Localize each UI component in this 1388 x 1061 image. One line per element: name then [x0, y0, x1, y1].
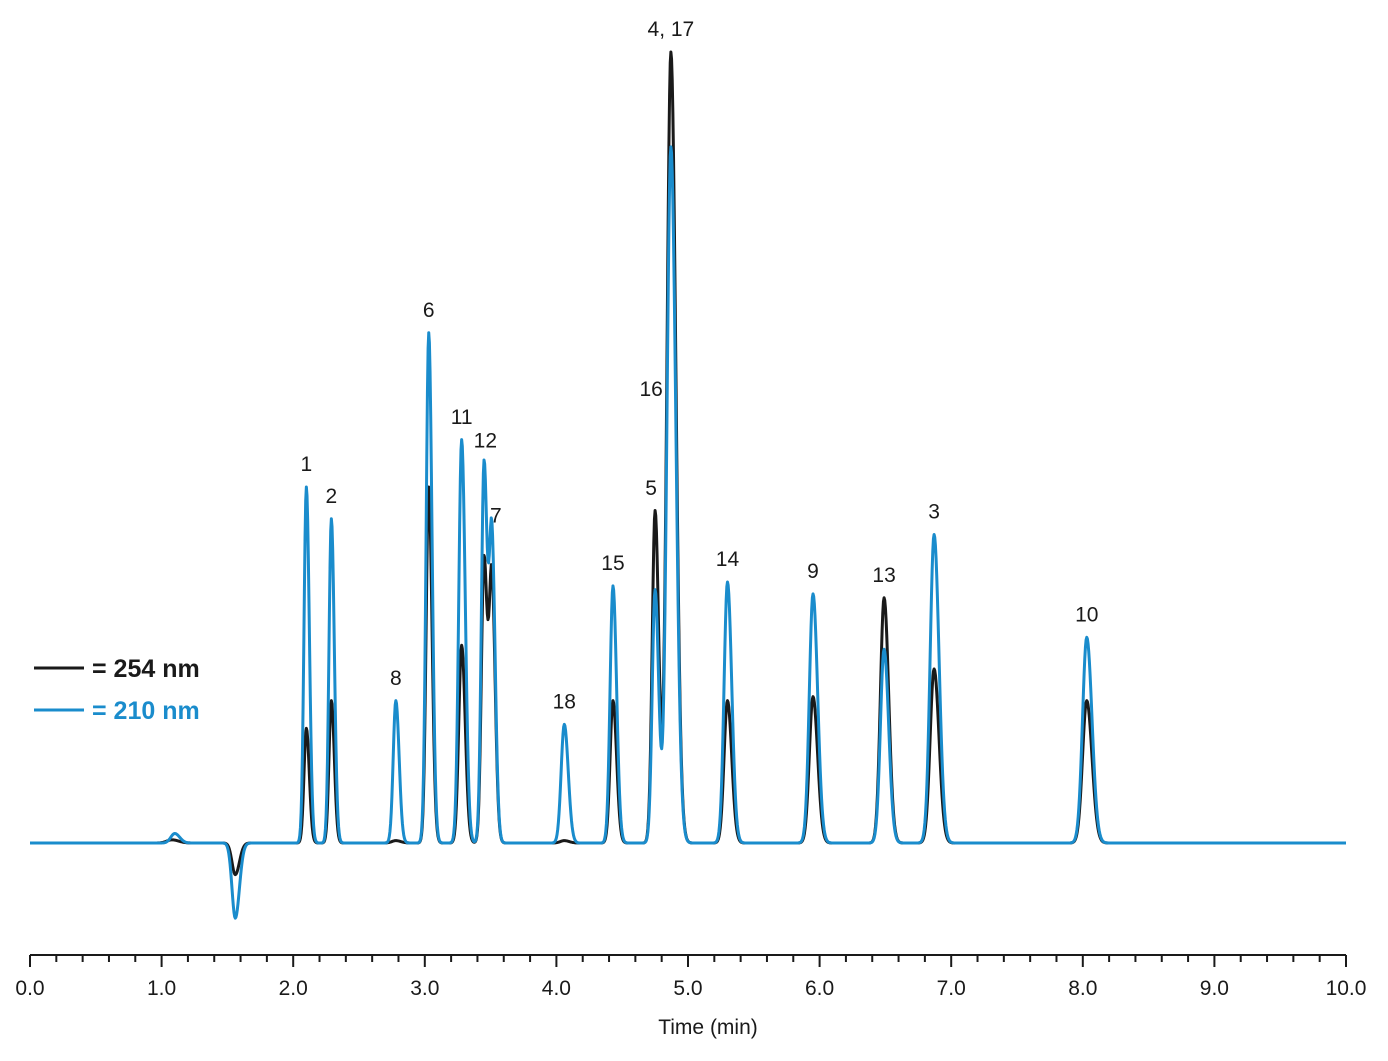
peak-label: 10 [1075, 604, 1098, 627]
peak-label: 1 [301, 453, 313, 476]
peak-label: 3 [928, 501, 940, 524]
legend: = 254 nm = 210 nm [34, 655, 200, 725]
series-line-254nm [29, 50, 1347, 877]
x-tick-label: 10.0 [1326, 977, 1367, 1000]
x-tick-label: 1.0 [147, 977, 176, 1000]
peak-label: 14 [716, 548, 740, 571]
peak-label: 12 [474, 430, 497, 453]
x-tick-label: 8.0 [1068, 977, 1097, 1000]
x-ticks: 0.0 1.0 2.0 3.0 4.0 5.0 6.0 7.0 8.0 9.0 10.0 [15, 955, 1366, 1000]
peak-label: 15 [601, 552, 624, 575]
x-tick-label: 3.0 [410, 977, 439, 1000]
x-tick-label: 7.0 [937, 977, 966, 1000]
x-tick-label: 0.0 [15, 977, 44, 1000]
x-tick-label: 6.0 [805, 977, 834, 1000]
legend-label: = 254 nm [92, 655, 200, 683]
peak-label: 6 [423, 299, 435, 322]
legend-label: = 210 nm [92, 697, 200, 725]
x-tick-label: 4.0 [542, 977, 571, 1000]
peak-label: 16 [639, 378, 662, 401]
x-axis-title: Time (min) [658, 1016, 758, 1039]
x-tick-label: 2.0 [279, 977, 308, 1000]
peak-label: 7 [490, 505, 502, 528]
peak-label: 11 [451, 406, 473, 429]
trace-group [29, 50, 1347, 920]
peak-label: 13 [872, 564, 895, 587]
x-axis: 0.0 1.0 2.0 3.0 4.0 5.0 6.0 7.0 8.0 9.0 10.0 [15, 954, 1366, 1000]
x-tick-label: 5.0 [673, 977, 702, 1000]
peak-label: 8 [390, 667, 402, 690]
peak-label: 4, 17 [648, 18, 695, 41]
peak-label: 18 [553, 691, 576, 714]
peak-label: 5 [645, 477, 657, 500]
series-line-210nm [29, 145, 1347, 920]
peak-label: 9 [807, 560, 819, 583]
x-tick-label: 9.0 [1200, 977, 1229, 1000]
peak-label: 2 [326, 485, 338, 508]
